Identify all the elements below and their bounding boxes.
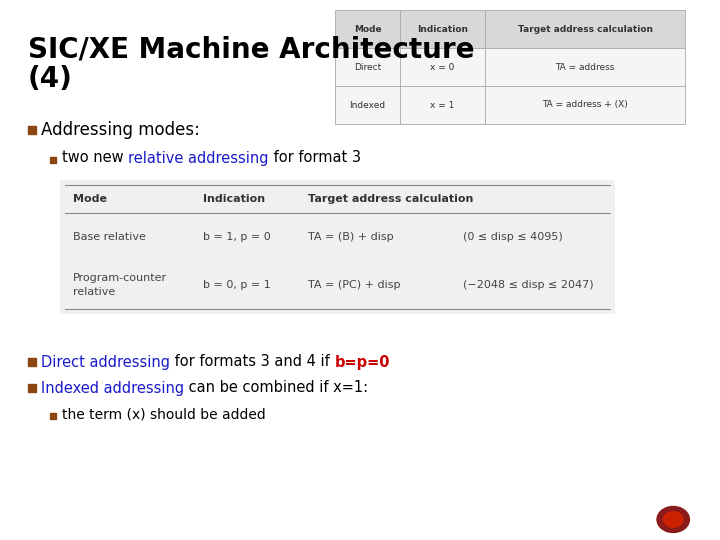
Text: Indication: Indication bbox=[203, 194, 265, 204]
Bar bbox=[335, 48, 400, 86]
Text: SIC/XE Machine Architecture: SIC/XE Machine Architecture bbox=[28, 35, 474, 63]
Text: x = 1: x = 1 bbox=[431, 100, 455, 110]
Bar bbox=[400, 48, 485, 86]
Text: Target address calculation: Target address calculation bbox=[308, 194, 473, 204]
Bar bbox=[50, 413, 56, 419]
Text: Direct addressing: Direct addressing bbox=[41, 354, 170, 369]
Text: TA = (PC) + disp: TA = (PC) + disp bbox=[308, 280, 400, 290]
Bar bbox=[400, 10, 485, 48]
Text: Indexed: Indexed bbox=[349, 100, 386, 110]
Text: Target address calculation: Target address calculation bbox=[518, 24, 652, 33]
Text: TA = address + (X): TA = address + (X) bbox=[542, 100, 628, 110]
Bar bbox=[335, 10, 400, 48]
Bar bbox=[60, 180, 615, 314]
Bar bbox=[485, 86, 685, 124]
Text: for format 3: for format 3 bbox=[269, 151, 361, 165]
Bar bbox=[400, 86, 485, 124]
Text: Indexed addressing: Indexed addressing bbox=[41, 381, 184, 395]
Text: b=p=0: b=p=0 bbox=[334, 354, 390, 369]
Text: Addressing modes:: Addressing modes: bbox=[41, 121, 200, 139]
Text: Program-counter
relative: Program-counter relative bbox=[73, 273, 167, 296]
Text: b = 0, p = 1: b = 0, p = 1 bbox=[203, 280, 271, 290]
Bar bbox=[28, 358, 36, 366]
Text: x = 0: x = 0 bbox=[431, 63, 455, 71]
Text: Mode: Mode bbox=[354, 24, 382, 33]
Text: TA = address: TA = address bbox=[555, 63, 615, 71]
Text: Direct: Direct bbox=[354, 63, 381, 71]
Bar bbox=[335, 86, 400, 124]
Text: relative addressing: relative addressing bbox=[128, 151, 269, 165]
Text: two new: two new bbox=[62, 151, 128, 165]
Ellipse shape bbox=[657, 507, 690, 532]
Text: the term (x) should be added: the term (x) should be added bbox=[62, 407, 266, 421]
Bar bbox=[28, 384, 36, 392]
Text: (−2048 ≤ disp ≤ 2047): (−2048 ≤ disp ≤ 2047) bbox=[463, 280, 593, 290]
Text: (0 ≤ disp ≤ 4095): (0 ≤ disp ≤ 4095) bbox=[463, 232, 563, 242]
Bar bbox=[50, 157, 56, 163]
Bar bbox=[28, 126, 36, 134]
Text: (4): (4) bbox=[28, 65, 73, 93]
Bar bbox=[485, 48, 685, 86]
Text: Mode: Mode bbox=[73, 194, 107, 204]
Bar bbox=[485, 10, 685, 48]
Text: TA = (B) + disp: TA = (B) + disp bbox=[308, 232, 394, 242]
Text: Base relative: Base relative bbox=[73, 232, 146, 242]
Text: can be combined if x=1:: can be combined if x=1: bbox=[184, 381, 368, 395]
Ellipse shape bbox=[664, 512, 683, 527]
Text: Indication: Indication bbox=[417, 24, 468, 33]
Text: for formats 3 and 4 if: for formats 3 and 4 if bbox=[170, 354, 334, 369]
Text: b = 1, p = 0: b = 1, p = 0 bbox=[203, 232, 271, 242]
